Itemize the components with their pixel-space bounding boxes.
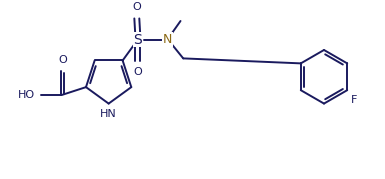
Text: O: O bbox=[134, 67, 142, 77]
Text: HN: HN bbox=[100, 108, 117, 118]
Text: N: N bbox=[163, 33, 172, 46]
Text: HO: HO bbox=[18, 90, 35, 100]
Text: O: O bbox=[132, 3, 141, 13]
Text: S: S bbox=[134, 33, 142, 47]
Text: F: F bbox=[351, 95, 358, 105]
Text: O: O bbox=[58, 55, 67, 65]
